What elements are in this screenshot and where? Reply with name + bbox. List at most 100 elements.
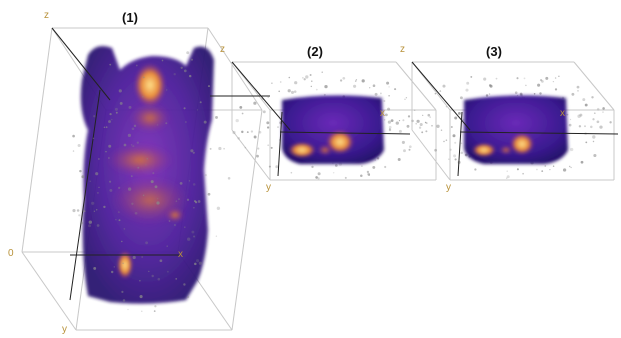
noise-dot [453, 154, 457, 158]
noise-dot [516, 77, 519, 80]
noise-dot [132, 255, 136, 260]
noise-dot [72, 134, 75, 138]
noise-dot [270, 146, 273, 149]
y-axis-label: y [266, 182, 271, 193]
noise-dot [179, 182, 183, 185]
noise-dot [266, 126, 270, 129]
noise-dot [89, 180, 91, 183]
noise-dot [592, 135, 596, 139]
noise-dot [216, 206, 221, 210]
noise-dot [519, 92, 523, 96]
noise-dot [582, 98, 586, 102]
noise-dot [439, 90, 442, 92]
z-axis-label: z [220, 44, 225, 55]
noise-dot [310, 85, 313, 88]
noise-dot [514, 91, 518, 94]
noise-dot [279, 81, 282, 83]
noise-dot [258, 130, 262, 134]
noise-dot [278, 90, 281, 93]
noise-dot [385, 113, 388, 117]
noise-dot [418, 126, 422, 129]
noise-dot [311, 165, 314, 169]
noise-dot [96, 209, 98, 211]
noise-dot [190, 149, 194, 153]
noise-dot [88, 224, 92, 228]
noise-dot [157, 277, 161, 281]
noise-dot [386, 81, 390, 85]
noise-dot [135, 64, 138, 67]
noise-dot [244, 146, 247, 149]
noise-dot [483, 77, 487, 81]
y-axis-label: y [446, 182, 451, 193]
noise-dot [142, 96, 144, 98]
noise-dot [545, 76, 549, 80]
noise-dot [267, 144, 270, 147]
noise-dot [134, 211, 138, 215]
noise-dot [159, 259, 163, 263]
noise-dot [156, 201, 160, 205]
noise-dot [122, 262, 124, 264]
noise-dot [184, 226, 186, 228]
noise-dot [127, 187, 132, 191]
noise-dot [372, 84, 376, 87]
noise-dot [287, 89, 291, 93]
noise-dot [130, 144, 133, 146]
noise-dot [275, 165, 279, 169]
noise-dot [209, 147, 212, 150]
noise-dot [121, 290, 124, 294]
noise-dot [305, 75, 309, 79]
noise-dot [489, 84, 493, 88]
y-axis-label: y [62, 324, 67, 335]
axis-lines [51, 27, 180, 301]
noise-dot [431, 124, 433, 127]
noise-dot [96, 191, 99, 194]
noise-dot [107, 157, 110, 159]
noise-dot [117, 211, 120, 214]
noise-dot [142, 76, 145, 79]
noise-dot [422, 114, 424, 116]
noise-dot [562, 168, 567, 172]
noise-dot [72, 150, 75, 152]
noise-dot [115, 111, 118, 114]
noise-dot [577, 114, 581, 118]
noise-dot [488, 93, 491, 95]
noise-dot [440, 129, 443, 131]
noise-dot [474, 168, 477, 171]
noise-dot [448, 158, 450, 160]
noise-dot [315, 176, 318, 179]
noise-dot [223, 147, 225, 150]
noise-dot [466, 81, 470, 85]
noise-dot [342, 76, 346, 80]
noise-dot [434, 148, 437, 152]
noise-dot [127, 308, 129, 311]
noise-dot [407, 115, 411, 118]
noise-dot [590, 125, 593, 129]
slab-volume [464, 95, 568, 164]
noise-dot [145, 164, 147, 166]
noise-dot [353, 84, 357, 88]
noise-dot [91, 201, 95, 205]
noise-dot [578, 125, 582, 128]
noise-dot [374, 159, 377, 161]
x-axis-label: x [380, 108, 385, 119]
noise-dot [366, 170, 370, 174]
noise-dot [110, 270, 114, 274]
noise-dot [109, 63, 112, 66]
noise-dot [193, 206, 195, 209]
noise-dot [599, 125, 603, 129]
noise-dot [215, 115, 218, 119]
z-axis-label: z [400, 44, 405, 55]
axis-lines [210, 61, 411, 177]
noise-dot [93, 266, 97, 270]
noise-dot [154, 185, 158, 189]
origin-axis-label: 0 [8, 248, 14, 259]
noise-dot [317, 172, 321, 176]
noise-dot [302, 77, 304, 79]
noise-dot [454, 116, 458, 120]
noise-dot [413, 109, 416, 112]
noise-dot [118, 186, 121, 190]
noise-dot [246, 131, 249, 134]
noise-dot [465, 88, 469, 92]
noise-dot [142, 194, 145, 196]
noise-dot [156, 197, 159, 200]
